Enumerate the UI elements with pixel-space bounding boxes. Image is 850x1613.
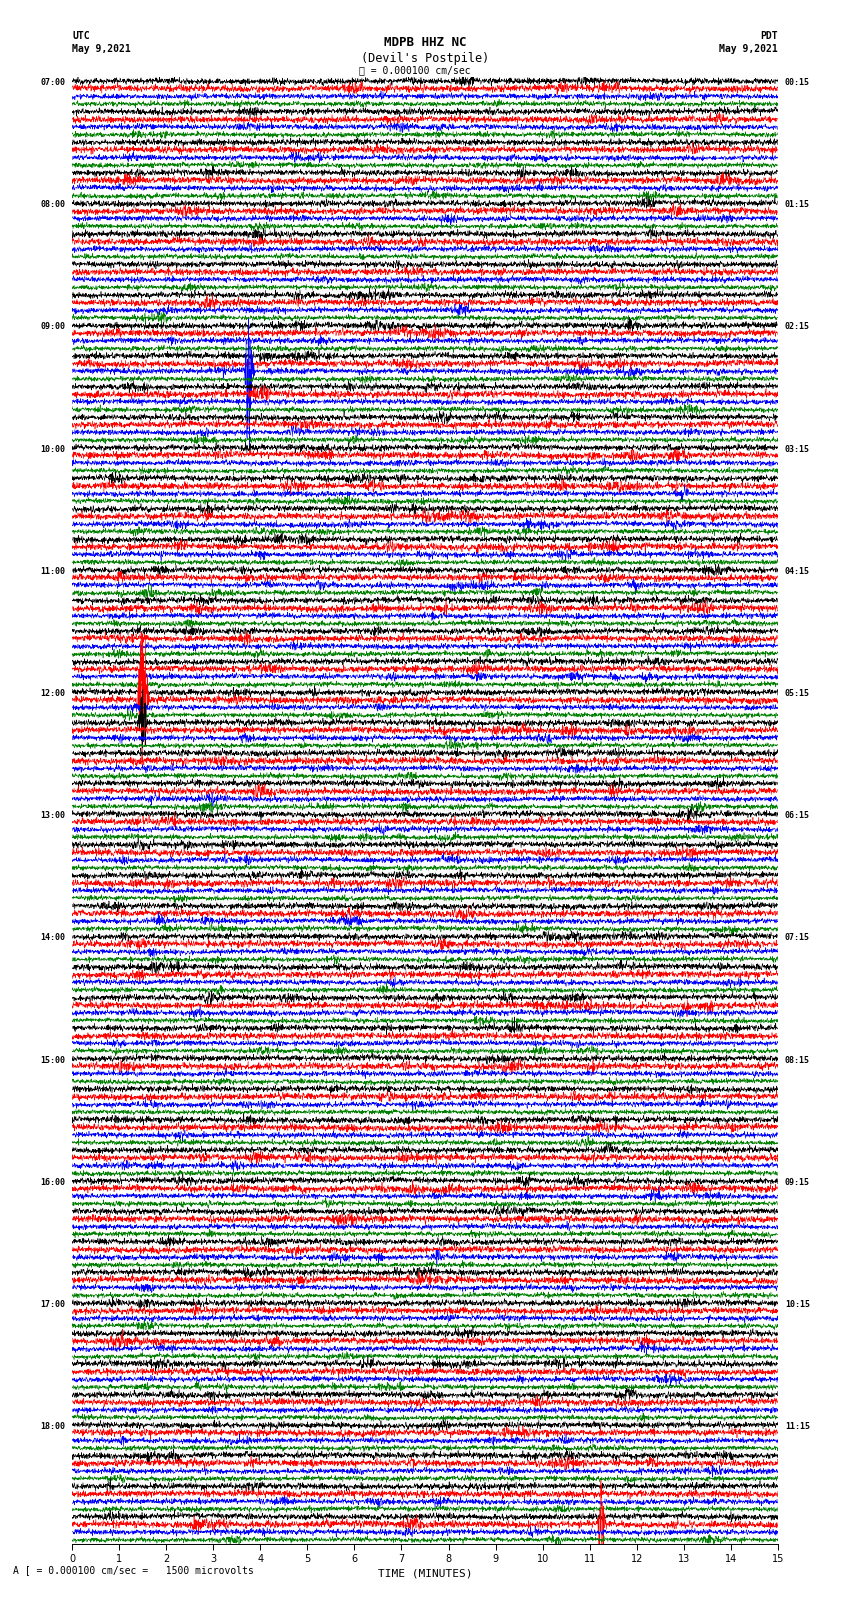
Text: 09:15: 09:15	[785, 1177, 810, 1187]
Text: 11:15: 11:15	[785, 1423, 810, 1431]
Text: 10:00: 10:00	[40, 445, 65, 453]
Text: 18:00: 18:00	[40, 1423, 65, 1431]
Text: May 9,2021: May 9,2021	[719, 44, 778, 53]
Text: 11:00: 11:00	[40, 566, 65, 576]
Text: 02:15: 02:15	[785, 323, 810, 331]
Text: PDT: PDT	[760, 31, 778, 40]
Text: MDPB HHZ NC: MDPB HHZ NC	[383, 37, 467, 50]
Text: 08:00: 08:00	[40, 200, 65, 210]
Text: 03:15: 03:15	[785, 445, 810, 453]
Text: 08:15: 08:15	[785, 1055, 810, 1065]
Text: 12:00: 12:00	[40, 689, 65, 698]
Text: 04:15: 04:15	[785, 566, 810, 576]
Text: May 9,2021: May 9,2021	[72, 44, 131, 53]
Text: 00:15: 00:15	[785, 77, 810, 87]
Text: 16:00: 16:00	[40, 1177, 65, 1187]
Text: ⎴ = 0.000100 cm/sec: ⎴ = 0.000100 cm/sec	[359, 65, 471, 76]
Text: 06:15: 06:15	[785, 811, 810, 819]
Text: 09:00: 09:00	[40, 323, 65, 331]
Text: 17:00: 17:00	[40, 1300, 65, 1308]
Text: 10:15: 10:15	[785, 1300, 810, 1308]
Text: A [ = 0.000100 cm/sec =   1500 microvolts: A [ = 0.000100 cm/sec = 1500 microvolts	[13, 1565, 253, 1574]
Text: 05:15: 05:15	[785, 689, 810, 698]
X-axis label: TIME (MINUTES): TIME (MINUTES)	[377, 1568, 473, 1578]
Text: 07:15: 07:15	[785, 934, 810, 942]
Text: 13:00: 13:00	[40, 811, 65, 819]
Text: 01:15: 01:15	[785, 200, 810, 210]
Text: (Devil's Postpile): (Devil's Postpile)	[361, 52, 489, 65]
Text: UTC: UTC	[72, 31, 90, 40]
Text: 15:00: 15:00	[40, 1055, 65, 1065]
Text: 14:00: 14:00	[40, 934, 65, 942]
Text: 07:00: 07:00	[40, 77, 65, 87]
